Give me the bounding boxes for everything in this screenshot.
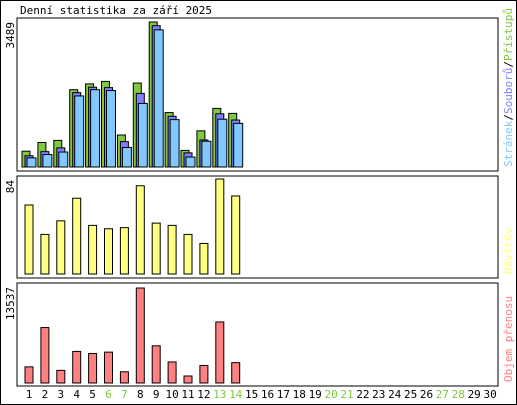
- bar-volume-day-12: [199, 364, 209, 384]
- bar-visits-day-6: [104, 228, 113, 275]
- bar-visits-day-14: [231, 195, 241, 275]
- bar-volume-day-4: [72, 350, 82, 384]
- x-tick-label-day-27: 27: [436, 388, 449, 401]
- x-tick-label-day-28: 28: [452, 388, 465, 401]
- legend-part: Souborů: [502, 68, 515, 114]
- bar-pages-day-10: [169, 119, 180, 168]
- panel-2-ymax-label: 84: [4, 180, 17, 194]
- bar-volume-day-8: [135, 287, 145, 384]
- bar-visits-day-4: [72, 197, 82, 275]
- x-tick-label-day-6: 6: [105, 388, 112, 401]
- bar-pages-day-11: [185, 156, 196, 168]
- x-tick-label-day-19: 19: [309, 388, 322, 401]
- bar-visits-day-3: [56, 220, 66, 275]
- x-tick-label-day-1: 1: [26, 388, 33, 401]
- panel-3-ymax-label: 13537: [4, 287, 17, 320]
- bar-pages-day-6: [106, 90, 116, 168]
- legend-part: Návštěv: [502, 227, 515, 274]
- x-tick-label-day-13: 13: [213, 388, 226, 401]
- x-tick-label-day-10: 10: [165, 388, 178, 401]
- bar-pages-day-3: [58, 151, 69, 168]
- x-tick-label-day-16: 16: [261, 388, 274, 401]
- bar-volume-day-9: [151, 345, 161, 384]
- bar-pages-day-12: [201, 140, 212, 168]
- x-tick-label-day-12: 12: [197, 388, 210, 401]
- legend-part: Přístupů: [502, 8, 515, 61]
- bar-visits-day-1: [24, 204, 34, 275]
- legend-part: /: [502, 114, 515, 121]
- bar-pages-day-7: [121, 146, 132, 168]
- panel-3-legend: Objem přenosu: [502, 296, 515, 382]
- bar-pages-day-5: [90, 89, 101, 168]
- bar-volume-day-10: [167, 361, 177, 384]
- bar-visits-day-7: [119, 227, 129, 275]
- x-tick-label-day-3: 3: [57, 388, 64, 401]
- x-tick-label-day-25: 25: [404, 388, 417, 401]
- bar-pages-day-1: [26, 157, 37, 168]
- bar-volume-day-3: [56, 369, 66, 384]
- bar-pages-day-13: [217, 118, 228, 168]
- x-tick-label-day-26: 26: [420, 388, 433, 401]
- panel-1-legend: Stránek/Souborů/Přístupů: [502, 8, 515, 167]
- x-tick-label-day-22: 22: [356, 388, 369, 401]
- bar-volume-day-6: [104, 351, 113, 384]
- bar-visits-day-13: [215, 178, 225, 275]
- x-tick-label-day-18: 18: [293, 388, 306, 401]
- bar-pages-day-4: [74, 95, 85, 168]
- bar-visits-day-12: [199, 242, 209, 275]
- bar-visits-day-10: [167, 224, 177, 275]
- panel-2-legend: Návštěv: [502, 227, 515, 274]
- bar-volume-day-11: [183, 375, 193, 384]
- x-tick-label-day-21: 21: [340, 388, 353, 401]
- bar-volume-day-1: [24, 366, 34, 384]
- x-tick-label-day-4: 4: [73, 388, 80, 401]
- bar-volume-day-7: [119, 371, 129, 384]
- bar-volume-day-2: [40, 327, 50, 384]
- page-title: Denní statistika za září 2025: [20, 4, 213, 17]
- bar-volume-day-14: [231, 362, 241, 384]
- x-tick-label-day-24: 24: [388, 388, 402, 401]
- x-tick-label-day-11: 11: [181, 388, 194, 401]
- x-tick-label-day-9: 9: [153, 388, 160, 401]
- panel-3-frame: [16, 282, 499, 387]
- x-tick-label-day-20: 20: [324, 388, 337, 401]
- legend-part: /: [502, 61, 515, 68]
- bar-pages-day-8: [137, 102, 148, 168]
- x-tick-label-day-17: 17: [277, 388, 290, 401]
- bar-pages-day-9: [153, 29, 164, 168]
- bar-pages-day-2: [42, 154, 53, 168]
- bar-visits-day-2: [40, 233, 50, 275]
- legend-part: Stránek: [502, 120, 515, 167]
- bar-visits-day-11: [183, 233, 193, 275]
- panel-2-frame: [16, 175, 499, 279]
- x-tick-label-day-8: 8: [137, 388, 144, 401]
- x-tick-label-day-7: 7: [121, 388, 128, 401]
- x-tick-label-day-14: 14: [229, 388, 243, 401]
- x-tick-label-day-23: 23: [372, 388, 385, 401]
- legend-part: Objem přenosu: [502, 296, 515, 382]
- x-tick-label-day-29: 29: [468, 388, 481, 401]
- bar-volume-day-5: [88, 353, 98, 384]
- x-tick-label-day-2: 2: [42, 388, 49, 401]
- x-tick-label-day-5: 5: [89, 388, 96, 401]
- bar-visits-day-9: [151, 222, 161, 275]
- bar-visits-day-5: [88, 224, 98, 275]
- bar-volume-day-13: [215, 321, 225, 384]
- bar-pages-day-14: [233, 122, 244, 168]
- bar-visits-day-8: [135, 185, 145, 275]
- x-tick-label-day-30: 30: [483, 388, 496, 401]
- x-tick-label-day-15: 15: [245, 388, 258, 401]
- panel-1-ymax-label: 3489: [4, 22, 17, 49]
